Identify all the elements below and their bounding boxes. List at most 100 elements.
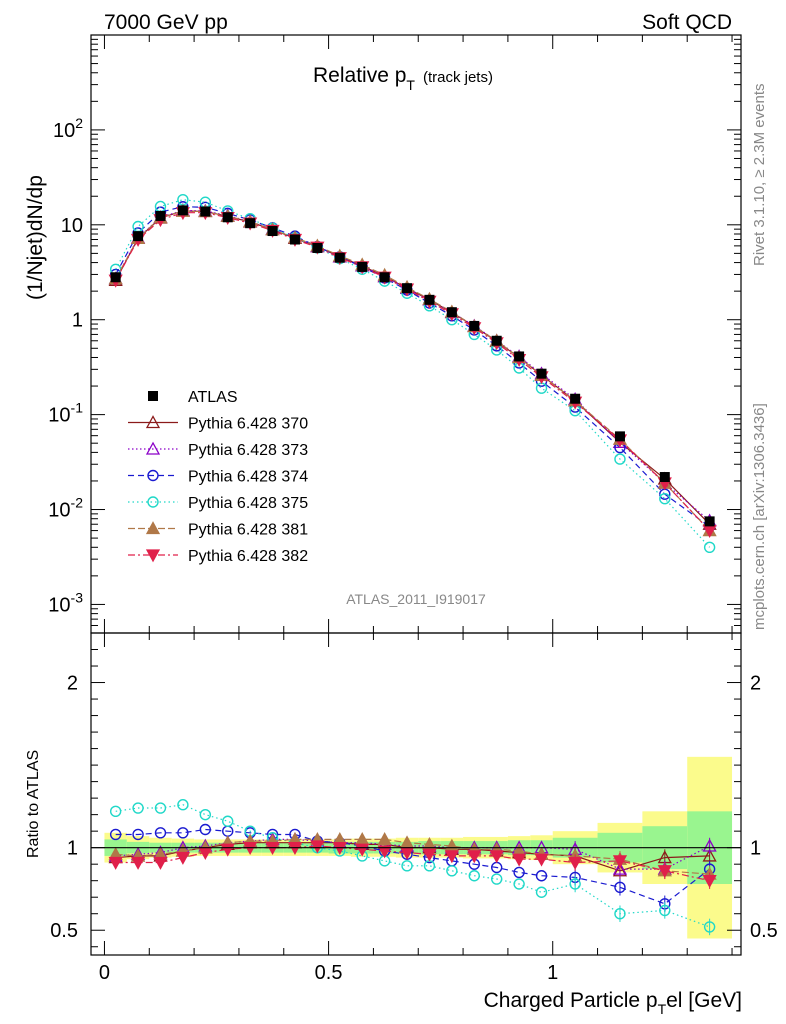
s375-ratio-point [154,802,167,814]
s375-line [115,199,711,548]
ratio-panel-series [91,799,741,936]
s382-ratio-point [422,848,437,862]
atlas-data-point [245,218,256,229]
atlas-data-point [446,307,457,318]
s382-ratio-point [489,850,504,864]
atlas-data-point [177,205,188,216]
ratio-y-tick-label-right: 2 [750,673,761,695]
atlas-data-point [110,272,121,283]
header-left: 7000 GeV pp [104,11,228,34]
atlas-data-point [536,368,547,379]
s375-ratio-point [132,802,144,814]
y-axis-label-main: (1/Njet)dN/dp [24,175,47,300]
s374-ratio-point [109,828,122,841]
legend-label: Pythia 6.428 370 [188,416,308,433]
ratio-y-tick-label: 2 [67,673,78,695]
s382-ratio-point [612,855,628,869]
ratio-y-tick-label: 0.5 [50,920,78,942]
atlas-data-point [334,252,345,263]
legend-marker [145,415,161,429]
s382-ratio-point [512,853,527,867]
atlas-data-point [267,226,278,237]
s375-ratio-point [513,878,525,890]
legend-label: Pythia 6.428 381 [188,522,308,539]
s373-ratio-point [612,861,628,875]
s375-point [659,493,671,505]
s382-ratio-line [115,845,710,882]
s375-ratio-point [222,815,234,827]
plot-title: Relative pT (track jets) [313,64,493,93]
s375-ratio-point [569,878,581,890]
s375-ratio-point [535,886,548,898]
ratio-y-tick-label-right: 1 [750,838,761,860]
y-tick-label: 10 [61,215,83,237]
s374-ratio-point [132,828,144,841]
s373-ratio-point [702,838,717,852]
s375-ratio-point [659,904,671,917]
s382-ratio-point [534,853,549,867]
s382-ratio-point [175,851,190,865]
s374-ratio-point [614,881,626,893]
axes: 0 0.5 1 10-3 10-2 10-1 1 10 102 0.5 0.5 1 1 2 2 [48,34,778,984]
y-tick-label: 10-1 [48,400,83,427]
legend-marker [147,496,159,508]
atlas-data-point [424,294,435,305]
s382-ratio-point [568,856,583,870]
s375-ratio-point [468,870,480,882]
legend-label: Pythia 6.428 375 [188,495,308,512]
s374-ratio-point [177,827,189,839]
legend-label: Pythia 6.428 373 [188,442,308,459]
side-text-bottom: mcplots.cern.ch [arXiv:1306.3436] [751,403,768,630]
s375-ratio-point [614,908,626,920]
analysis-watermark: ATLAS_2011_I919017 [346,591,486,607]
s375-ratio-point [177,799,189,811]
atlas-data-point [491,335,502,346]
atlas-data-point [133,231,144,242]
s382-ratio-point [153,856,168,870]
x-tick-label: 1 [547,962,558,984]
legend-label: Pythia 6.428 382 [188,548,308,565]
atlas-data-point [200,206,211,217]
atlas-data-point [402,283,413,294]
s382-line [115,212,711,532]
y-tick-label: 1 [72,310,83,332]
atlas-data-point [514,351,525,362]
s382-ratio-point [657,865,672,879]
atlas-data-point [379,272,390,283]
legend-marker [145,549,161,563]
y-tick-label: 10-2 [48,495,83,522]
s375-ratio-point [490,873,503,885]
s381-ratio-point [377,832,392,846]
atlas-data-point [659,472,670,483]
s375-ratio-point [401,860,413,872]
s375-ratio-point [703,921,716,933]
main-frame [90,34,742,634]
s375-point [132,220,144,233]
s374-ratio-point [199,823,212,836]
y-axis-label-ratio: Ratio to ATLAS [25,750,42,858]
s382-ratio-point [467,850,482,864]
y-tick-label: 102 [53,115,83,142]
s374-ratio-point [513,866,525,879]
s382-ratio-point [377,845,392,859]
x-axis-label: Charged Particle pTel [GeV] [484,989,742,1017]
x-tick-label: 0.5 [315,962,343,984]
legend-label: Pythia 6.428 374 [188,469,308,486]
legend-marker [148,391,158,401]
s382-ratio-point [130,856,146,870]
s382-ratio-point [702,875,717,889]
s382-ratio-point [310,840,325,854]
s375-point [703,541,716,553]
header-right: Soft QCD [642,11,732,34]
side-text-top: Rivet 3.1.10, ≥ 2.3M events [751,84,768,267]
atlas-data-point [704,516,715,527]
x-tick-label: 0 [99,962,110,984]
s374-ratio-point [535,870,548,882]
atlas-data-point [289,234,300,245]
ratio-frame [90,632,742,956]
s382-ratio-point [444,850,459,864]
ratio-y-tick-label-right: 0.5 [750,920,778,942]
s382-ratio-point [108,856,123,870]
atlas-data-point [312,242,323,253]
